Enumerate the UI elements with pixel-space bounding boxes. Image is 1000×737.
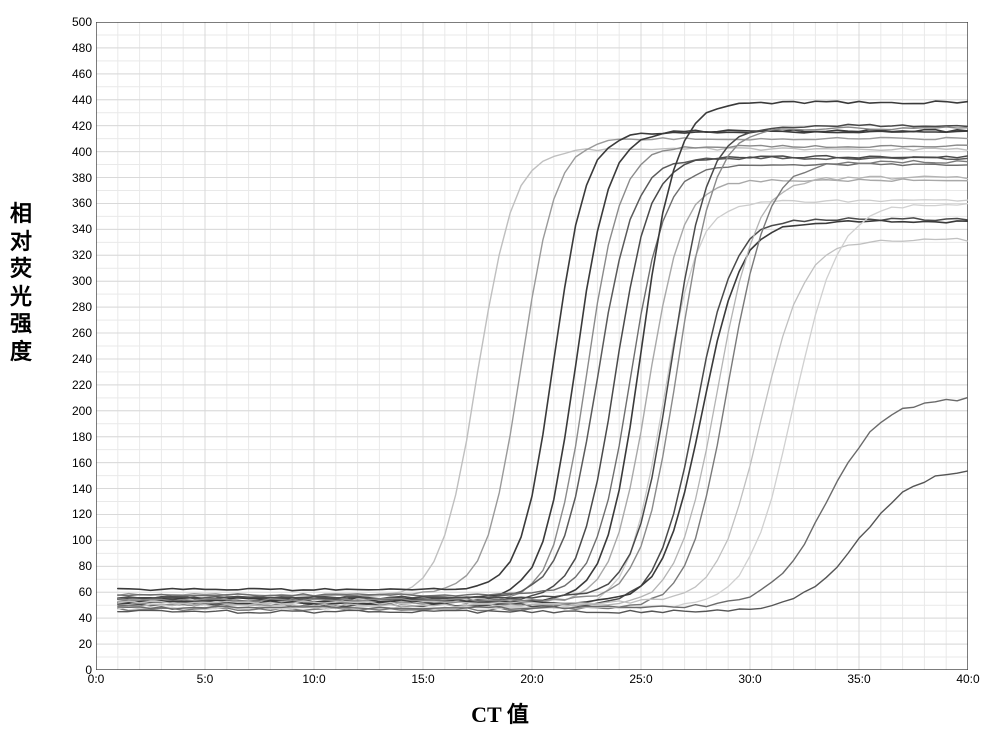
amplification-curve [118,220,968,604]
amplification-curve [118,157,968,599]
amplification-curve [118,200,968,609]
amplification-curve [118,148,968,600]
y-tick-label: 380 [72,171,96,185]
x-tick-label: 25:0 [629,670,652,686]
y-tick-label: 60 [79,585,96,599]
chart-svg [96,22,968,670]
x-tick-label: 10:0 [302,670,325,686]
y-tick-label: 360 [72,196,96,210]
y-tick-label: 480 [72,41,96,55]
x-tick-label: 0:0 [88,670,105,686]
plot-area: 0204060801001201401601802002202402602803… [96,22,968,670]
amplification-curve [118,156,968,602]
x-tick-label: 30:0 [738,670,761,686]
y-tick-label: 80 [79,559,96,573]
y-tick-label: 180 [72,430,96,444]
y-tick-label: 460 [72,67,96,81]
y-tick-label: 440 [72,93,96,107]
y-tick-label: 160 [72,456,96,470]
y-tick-label: 300 [72,274,96,288]
y-tick-label: 400 [72,145,96,159]
y-tick-label: 500 [72,15,96,29]
x-tick-label: 5:0 [197,670,214,686]
y-tick-label: 280 [72,300,96,314]
y-tick-label: 320 [72,248,96,262]
amplification-curve [118,163,968,596]
y-tick-label: 220 [72,378,96,392]
y-tick-label: 40 [79,611,96,625]
y-axis-label: 相对荧光强度 [8,200,34,365]
x-tick-label: 15:0 [411,670,434,686]
amplification-curve [118,145,968,604]
x-tick-label: 40:0 [956,670,979,686]
y-tick-label: 200 [72,404,96,418]
amplification-curve [118,238,968,604]
amplification-curve [118,218,968,607]
chart-container: 相对荧光强度 CT 值 0204060801001201401601802002… [0,0,1000,737]
y-tick-label: 140 [72,482,96,496]
y-tick-label: 100 [72,533,96,547]
x-tick-label: 35:0 [847,670,870,686]
x-axis-label: CT 值 [0,697,1000,729]
x-tick-label: 20:0 [520,670,543,686]
y-tick-label: 20 [79,637,96,651]
y-tick-label: 340 [72,222,96,236]
y-tick-label: 420 [72,119,96,133]
amplification-curve [118,127,968,601]
y-tick-label: 240 [72,352,96,366]
y-tick-label: 120 [72,507,96,521]
y-tick-label: 260 [72,326,96,340]
amplification-curve [118,204,968,610]
